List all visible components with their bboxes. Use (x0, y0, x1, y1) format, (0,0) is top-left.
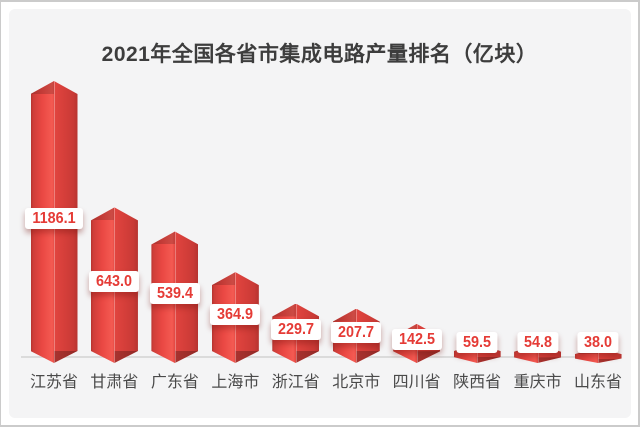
bar-value-label: 229.7 (270, 319, 321, 341)
bar-foot-right-face (538, 357, 562, 363)
category-label-甘肃省: 甘肃省 (90, 374, 139, 391)
category-label-上海市: 上海市 (211, 374, 260, 391)
bar-center-ridge (598, 348, 599, 363)
chart-title: 2021年全国各省市集成电路产量排名（亿块） (101, 43, 538, 66)
bar-roof-left-face (333, 309, 357, 322)
category-label-北京市: 北京市 (332, 374, 381, 391)
category-label-广东省: 广东省 (150, 374, 199, 391)
category-label-浙江省: 浙江省 (271, 374, 320, 391)
bar-value-label: 38.0 (577, 332, 619, 353)
bar-value-label: 1186.1 (24, 208, 84, 229)
bar-roof-left-face (272, 304, 296, 317)
category-label-江苏省: 江苏省 (29, 374, 78, 391)
bar-value-label: 207.7 (331, 321, 382, 343)
bar-value-label: 364.9 (210, 303, 261, 325)
category-label-山东省: 山东省 (574, 374, 623, 391)
bar-center-ridge (477, 343, 478, 363)
bar-foot-right-face (598, 359, 622, 363)
category-label-陕西省: 陕西省 (453, 374, 502, 391)
x-axis-line (21, 356, 619, 358)
bar-value-label: 59.5 (456, 332, 498, 353)
bar-roof-left-face (151, 231, 175, 244)
bar-center-ridge (538, 344, 539, 363)
bar-value-label: 643.0 (89, 271, 140, 293)
category-label-重庆市: 重庆市 (513, 374, 562, 391)
bar-roof-left-face (91, 207, 115, 220)
bar-roof-left-face (31, 81, 55, 94)
bar-value-label: 142.5 (391, 329, 442, 351)
category-label-四川省: 四川省 (392, 374, 441, 391)
bar-value-label: 539.4 (149, 283, 200, 305)
bar-value-label: 54.8 (517, 332, 559, 353)
bar-roof-left-face (212, 272, 236, 285)
